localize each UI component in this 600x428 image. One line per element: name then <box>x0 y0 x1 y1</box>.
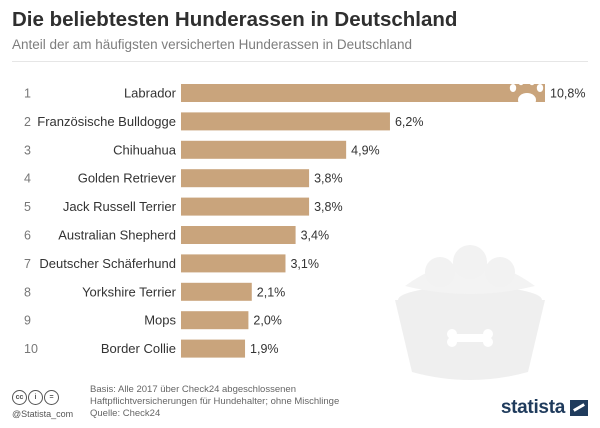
category-label: Labrador <box>124 86 177 101</box>
value-label: 2,1% <box>257 285 286 299</box>
category-label: Jack Russell Terrier <box>63 199 177 214</box>
value-label: 3,8% <box>314 172 343 186</box>
category-label: Mops <box>144 313 176 328</box>
statista-wordmark: statista <box>500 397 565 418</box>
category-label: Border Collie <box>101 341 176 356</box>
chart-title: Die beliebtesten Hunderassen in Deutschl… <box>12 8 458 31</box>
source-note-line: Quelle: Check24 <box>90 408 161 419</box>
bar <box>181 311 249 330</box>
value-label: 3,8% <box>314 200 343 214</box>
bar <box>181 84 545 102</box>
equals-icon: = <box>44 390 59 405</box>
statista-logo[interactable]: statista <box>501 397 588 419</box>
rank-label: 5 <box>24 200 31 214</box>
bar <box>181 140 347 159</box>
chart-subtitle: Anteil der am häufigsten versicherten Hu… <box>12 37 412 52</box>
paw-icon <box>509 76 544 107</box>
statista-logo-icon <box>570 400 588 416</box>
bar <box>181 197 310 216</box>
dog-bowl-icon <box>395 245 545 380</box>
value-label: 10,8% <box>550 87 585 101</box>
category-label: Yorkshire Terrier <box>82 284 177 299</box>
rank-label: 8 <box>24 285 31 299</box>
source-note-line: Basis: Alle 2017 über Check24 abgeschlos… <box>90 384 296 395</box>
bar <box>181 339 246 358</box>
category-label: Chihuahua <box>113 142 177 157</box>
bar <box>181 282 252 301</box>
statista-handle[interactable]: @Statista_com <box>12 409 74 419</box>
source-note-line: Haftpflichtversicherungen für Hundehalte… <box>90 396 340 407</box>
rank-label: 9 <box>24 314 31 328</box>
rank-label: 2 <box>24 115 31 129</box>
rank-label: 3 <box>24 143 31 157</box>
rank-label: 4 <box>24 172 31 186</box>
bar <box>181 169 310 188</box>
category-label: Australian Shepherd <box>58 228 176 243</box>
cc-icon: cc <box>12 390 27 405</box>
category-label: Golden Retriever <box>78 171 177 186</box>
bar <box>181 254 286 273</box>
category-label: Französische Bulldogge <box>37 114 176 129</box>
category-label: Deutscher Schäferhund <box>39 256 176 271</box>
value-label: 4,9% <box>351 143 380 157</box>
rank-label: 10 <box>24 342 38 356</box>
value-label: 3,1% <box>290 257 319 271</box>
value-label: 3,4% <box>301 229 330 243</box>
value-label: 2,0% <box>253 314 282 328</box>
license-icons[interactable]: cc i = <box>12 386 60 405</box>
bar <box>181 226 296 244</box>
bar <box>181 112 390 131</box>
bone-icon <box>447 329 493 347</box>
rank-label: 1 <box>24 87 31 101</box>
footer: cc i = @Statista_com Basis: Alle 2017 über… <box>12 384 588 424</box>
by-icon: i <box>28 390 43 405</box>
rank-label: 7 <box>24 257 31 271</box>
rank-label: 6 <box>24 229 31 243</box>
source-note: Basis: Alle 2017 über Check24 abgeschlos… <box>90 384 339 420</box>
title-divider <box>12 61 588 62</box>
value-label: 6,2% <box>395 115 424 129</box>
value-label: 1,9% <box>250 342 279 356</box>
